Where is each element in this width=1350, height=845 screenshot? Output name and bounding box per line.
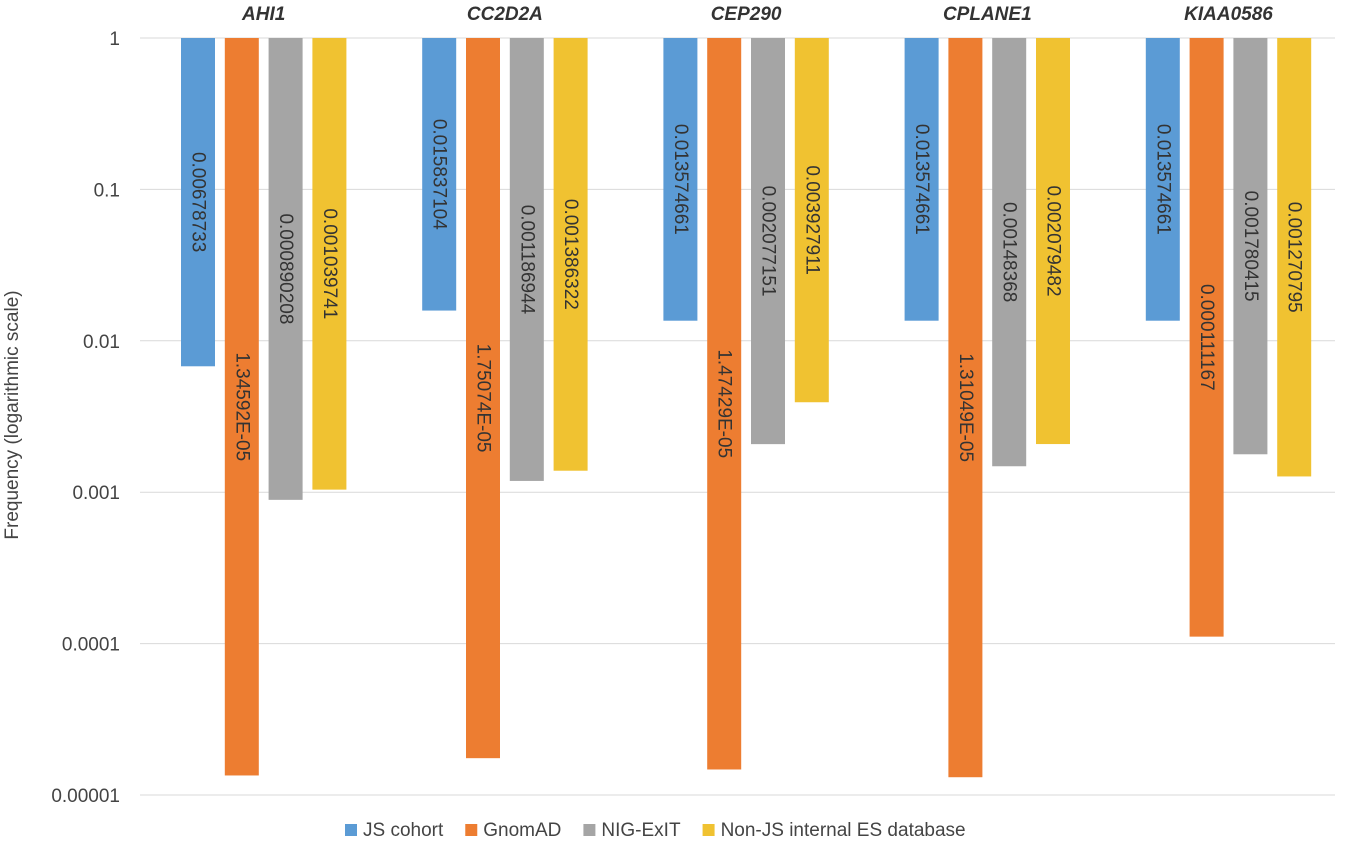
- data-label: 0.001386322: [560, 199, 581, 310]
- bar-js-cohort: [904, 38, 939, 321]
- bar-nig-exit: [268, 38, 303, 500]
- data-label: 1.75074E-05: [473, 344, 494, 453]
- legend-label: GnomAD: [483, 820, 561, 841]
- y-axis-ticks: 1 0.1 0.01 0.001 0.0001 0.00001: [51, 29, 120, 807]
- data-label: 0.015837104: [429, 119, 450, 230]
- bar-non-js-internal-es-database: [1277, 38, 1312, 477]
- y-tick-label: 0.00001: [51, 786, 120, 807]
- data-label: 0.000111167: [1196, 284, 1217, 391]
- bar-nig-exit: [751, 38, 785, 445]
- category-labels: AHI1 CC2D2A CEP290 CPLANE1 KIAA0586: [241, 4, 1273, 25]
- bar-gnomad: [466, 38, 500, 759]
- legend-swatch: [583, 824, 596, 836]
- y-tick-label: 1: [109, 29, 120, 50]
- bar-gnomad: [1189, 38, 1224, 637]
- y-tick-label: 0.0001: [62, 635, 120, 656]
- data-label: 0.00148368: [999, 202, 1020, 302]
- y-tick-label: 0.01: [83, 332, 120, 353]
- data-label: 0.013574661: [1152, 124, 1173, 235]
- data-label: 0.000890208: [275, 213, 296, 324]
- bar-js-cohort: [422, 38, 457, 311]
- bar-nig-exit: [992, 38, 1027, 467]
- category-label: CEP290: [711, 4, 782, 25]
- bar-gnomad: [707, 38, 742, 770]
- data-label: 0.002079482: [1043, 186, 1064, 297]
- bar-gnomad: [224, 38, 259, 776]
- legend-label: Non-JS internal ES database: [721, 820, 966, 841]
- data-label: 1.47429E-05: [714, 349, 735, 458]
- bar-js-cohort: [663, 38, 698, 321]
- data-label: 0.001186944: [516, 205, 537, 315]
- bar-js-cohort: [1145, 38, 1180, 321]
- bar-nig-exit: [509, 38, 544, 481]
- data-label: 0.001270795: [1284, 202, 1305, 313]
- legend-label: JS cohort: [363, 820, 444, 841]
- data-label: 0.002077151: [758, 186, 779, 297]
- data-label: 1.34592E-05: [231, 352, 252, 461]
- legend-swatch: [702, 824, 715, 836]
- category-label: CC2D2A: [467, 4, 543, 25]
- data-label: 0.001780415: [1240, 191, 1261, 302]
- legend-label: NIG-ExIT: [601, 820, 681, 841]
- bar-gnomad: [948, 38, 983, 778]
- data-label: 0.013574661: [911, 124, 932, 235]
- y-tick-label: 0.001: [72, 483, 120, 504]
- category-label: CPLANE1: [943, 4, 1032, 25]
- bars: [181, 38, 1312, 778]
- bar-non-js-internal-es-database: [312, 38, 347, 490]
- bar-non-js-internal-es-database: [1036, 38, 1070, 445]
- bar-nig-exit: [1233, 38, 1268, 455]
- data-label: 0.003927911: [801, 165, 822, 275]
- category-label: AHI1: [241, 4, 285, 25]
- y-axis-title: Frequency (logarithmic scale): [2, 290, 23, 539]
- data-label: 0.001039741: [319, 208, 340, 319]
- bar-non-js-internal-es-database: [794, 38, 829, 403]
- data-labels: 0.00678733 1.34592E-05 0.000890208 0.001039…: [188, 119, 1305, 462]
- data-label: 1.31049E-05: [955, 353, 976, 462]
- data-label: 0.00678733: [188, 152, 209, 252]
- legend-swatch: [465, 824, 478, 836]
- data-label: 0.013574661: [670, 124, 691, 235]
- legend: JS cohort GnomAD NIG-ExIT Non-JS internal E…: [345, 820, 966, 841]
- y-tick-label: 0.1: [94, 180, 120, 201]
- category-label: KIAA0586: [1184, 4, 1273, 25]
- bar-js-cohort: [181, 38, 215, 367]
- legend-swatch: [345, 824, 357, 836]
- bar-non-js-internal-es-database: [553, 38, 588, 471]
